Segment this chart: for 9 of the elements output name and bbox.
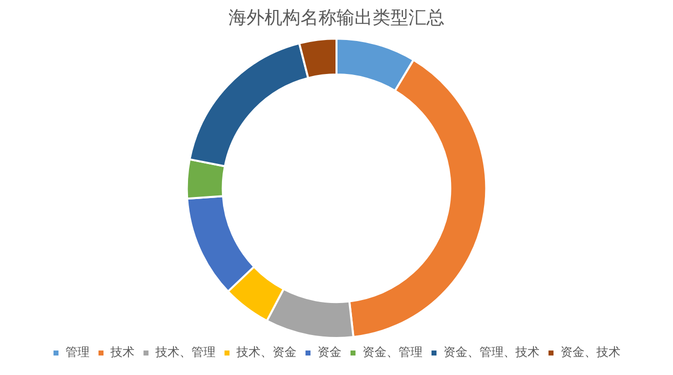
legend-label: 技术、管理 — [154, 345, 216, 360]
legend-label: 技术 — [110, 345, 134, 360]
legend-label: 资金、管理、技术 — [444, 345, 540, 360]
legend-label: 资金、技术 — [560, 345, 620, 360]
legend-label: 技术、资金 — [236, 345, 296, 360]
legend-label: 管理 — [66, 345, 90, 360]
chart-title: 海外机构名称输出类型汇总 — [228, 7, 444, 28]
legend-label: 资金 — [318, 345, 342, 360]
legend-label: 资金、管理 — [362, 345, 422, 360]
